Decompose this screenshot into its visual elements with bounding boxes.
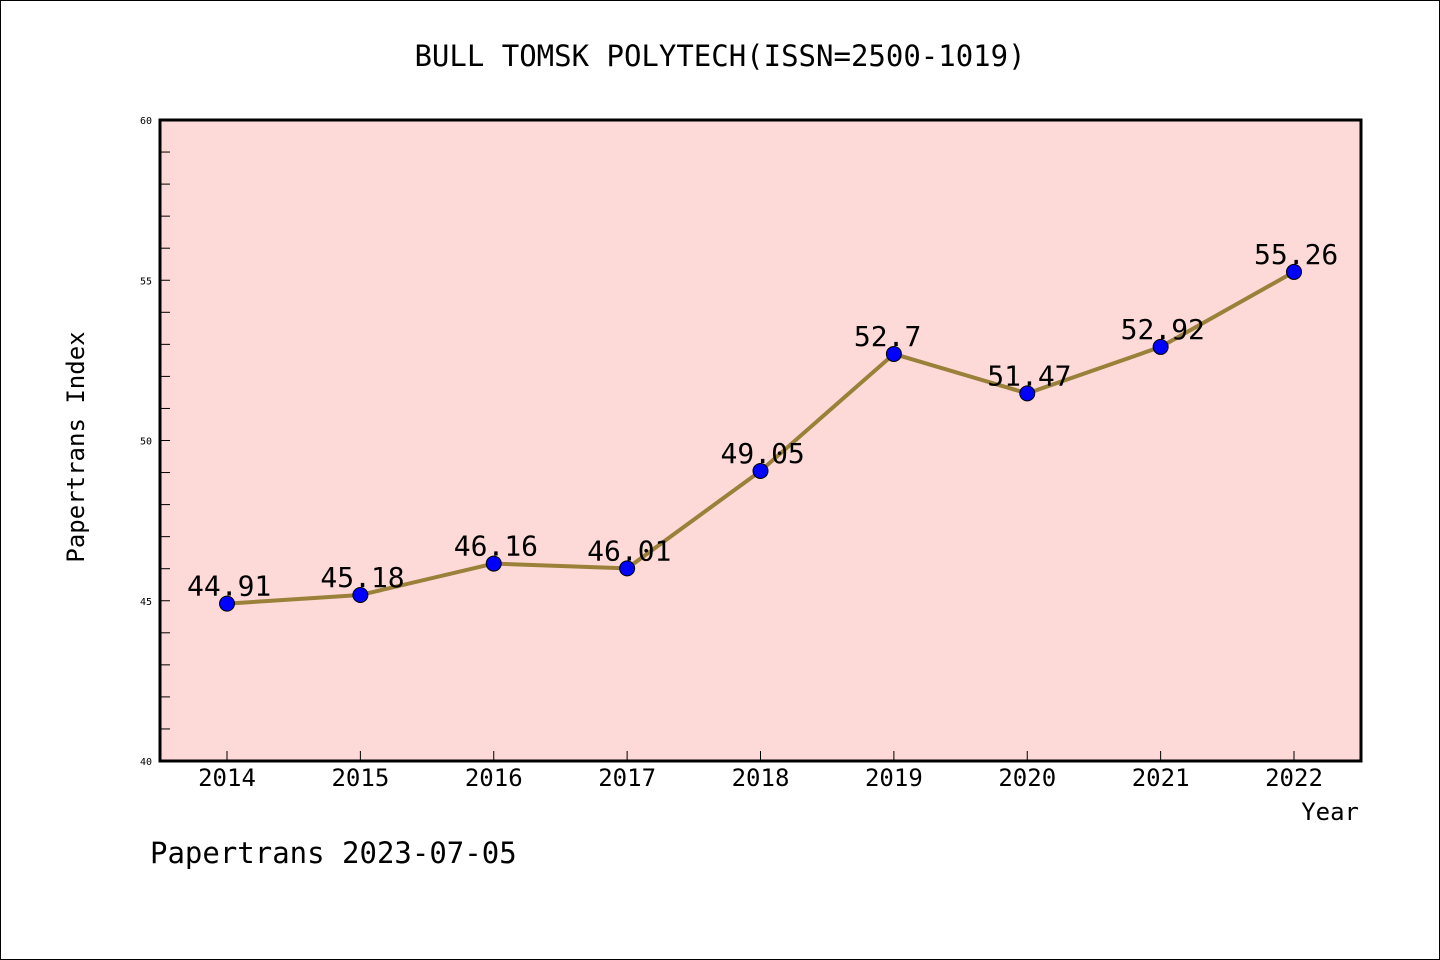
- data-label: 49.05: [721, 437, 805, 470]
- data-point: [352, 586, 369, 603]
- data-point: [1286, 263, 1302, 280]
- x-tick-label: 2021: [1132, 764, 1190, 792]
- y-tick-label: 45: [140, 597, 152, 608]
- data-point: [485, 555, 502, 572]
- data-point: [752, 462, 769, 479]
- data-label: 52.7: [854, 320, 921, 353]
- x-tick-label: 2016: [465, 764, 523, 792]
- y-tick-label: 60: [140, 116, 152, 127]
- x-tick-label: 2014: [198, 764, 256, 792]
- y-axis-title: Papertrans Index: [62, 331, 90, 562]
- data-point: [219, 595, 235, 612]
- y-tick-label: 50: [140, 437, 152, 448]
- marker-group: [219, 263, 1302, 612]
- data-label: 51.47: [987, 359, 1071, 392]
- x-axis: 2014 2015 2016 2017 2018 2019 2020 2021 2022: [198, 751, 1323, 792]
- data-point: [1152, 338, 1169, 355]
- chart-title: BULL TOMSK POLYTECH(ISSN=2500-1019): [414, 39, 1025, 73]
- data-label: 46.16: [454, 530, 538, 563]
- x-tick-label: 2022: [1265, 764, 1323, 792]
- data-point: [619, 560, 636, 577]
- data-label: 45.18: [320, 561, 404, 594]
- x-tick-label: 2015: [331, 764, 389, 792]
- x-axis-title: Year: [1301, 798, 1359, 826]
- data-label: 55.26: [1254, 238, 1338, 271]
- y-tick-label: 55: [140, 276, 152, 287]
- y-axis: 40 45 50 55 60: [140, 116, 170, 768]
- plot-area: [158, 118, 1363, 763]
- x-tick-label: 2017: [598, 764, 656, 792]
- x-tick-label: 2018: [732, 764, 790, 792]
- data-point: [885, 345, 902, 362]
- y-tick-label: 40: [140, 757, 152, 768]
- x-tick-label: 2019: [865, 764, 923, 792]
- x-tick-label: 2020: [998, 764, 1056, 792]
- data-label: 52.92: [1121, 313, 1205, 346]
- footer-date: Papertrans 2023-07-05: [150, 836, 517, 870]
- data-label: 44.91: [187, 570, 271, 603]
- data-label: 46.01: [587, 534, 671, 567]
- data-point: [1019, 385, 1036, 402]
- data-label-group: 44.91 45.18 46.16 46.01 49.05 52.7 51.47 52.92 5…: [187, 238, 1338, 603]
